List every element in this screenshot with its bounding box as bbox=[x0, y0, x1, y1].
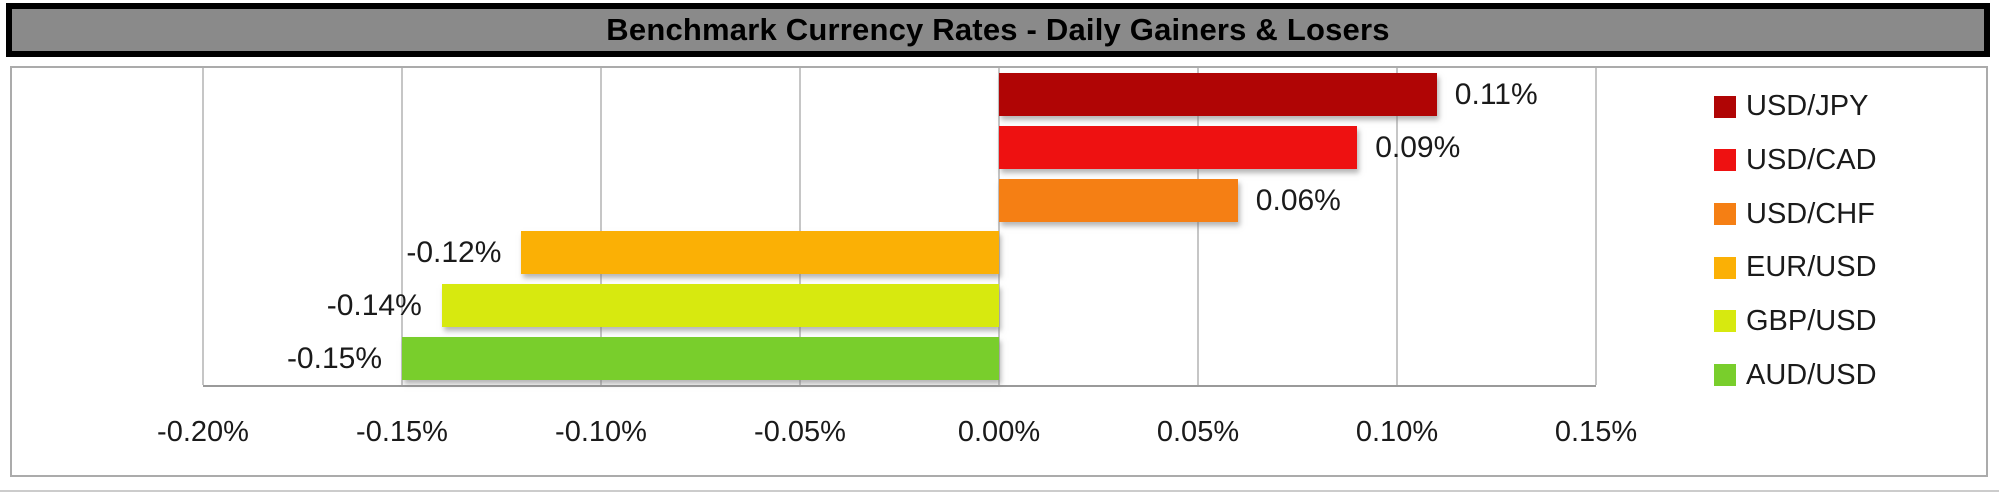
legend-label: USD/CAD bbox=[1746, 143, 1877, 176]
gridline bbox=[799, 68, 801, 385]
legend-item-usd-jpy: USD/JPY bbox=[1714, 90, 1978, 123]
x-axis-tick-label: -0.15% bbox=[356, 416, 448, 448]
plot-area: 0.11% 0.09% 0.06% -0.12% -0.14% -0.15% bbox=[202, 68, 1597, 387]
legend-item-aud-usd: AUD/USD bbox=[1714, 359, 1978, 392]
bar-value-label: 0.06% bbox=[1255, 183, 1341, 217]
x-axis-tick-label: 0.05% bbox=[1156, 416, 1240, 448]
bar-value-label: -0.15% bbox=[286, 342, 382, 376]
legend-swatch-icon bbox=[1714, 310, 1736, 333]
gridline bbox=[401, 68, 403, 385]
bar-usd-cad bbox=[999, 125, 1358, 169]
gridline bbox=[998, 68, 1000, 385]
legend-item-eur-usd: EUR/USD bbox=[1714, 251, 1978, 284]
chart-frame: 0.11% 0.09% 0.06% -0.12% -0.14% -0.15% -0.20%… bbox=[10, 66, 1988, 477]
legend-swatch-icon bbox=[1714, 95, 1736, 118]
x-axis-tick-label: 0.10% bbox=[1355, 416, 1439, 448]
bar-aud-usd bbox=[402, 337, 999, 381]
bar-eur-usd bbox=[521, 231, 999, 275]
legend-label: USD/JPY bbox=[1746, 90, 1869, 123]
bar-value-label: 0.11% bbox=[1454, 77, 1538, 111]
bar-value-label: 0.09% bbox=[1375, 130, 1461, 164]
legend: USD/JPY USD/CAD USD/CHF EUR/USD GBP/USD AUD/U… bbox=[1714, 80, 1978, 402]
gridline bbox=[202, 68, 204, 385]
legend-swatch-icon bbox=[1714, 149, 1736, 172]
x-axis-tick-label: -0.10% bbox=[555, 416, 647, 448]
legend-swatch-icon bbox=[1714, 256, 1736, 279]
legend-swatch-icon bbox=[1714, 203, 1736, 226]
x-axis-tick-label: -0.05% bbox=[754, 416, 846, 448]
legend-item-usd-cad: USD/CAD bbox=[1714, 144, 1978, 177]
x-axis-tick-label: -0.20% bbox=[157, 416, 249, 448]
bar-usd-chf bbox=[999, 178, 1238, 222]
bar-value-label: -0.12% bbox=[406, 236, 502, 270]
legend-label: USD/CHF bbox=[1746, 197, 1875, 230]
x-axis-tick-label: 0.15% bbox=[1554, 416, 1638, 448]
bottom-divider bbox=[0, 490, 1999, 492]
legend-label: AUD/USD bbox=[1746, 358, 1877, 391]
gridline bbox=[600, 68, 602, 385]
gridline bbox=[1197, 68, 1199, 385]
chart-title: Benchmark Currency Rates - Daily Gainers… bbox=[6, 3, 1990, 57]
bar-usd-jpy bbox=[999, 72, 1437, 116]
bar-gbp-usd bbox=[441, 284, 999, 328]
legend-item-usd-chf: USD/CHF bbox=[1714, 198, 1978, 231]
gridline bbox=[1595, 68, 1597, 385]
legend-item-gbp-usd: GBP/USD bbox=[1714, 305, 1978, 338]
legend-label: GBP/USD bbox=[1746, 304, 1877, 337]
bar-value-label: -0.14% bbox=[326, 289, 422, 323]
x-axis-tick-label: 0.00% bbox=[957, 416, 1041, 448]
legend-swatch-icon bbox=[1714, 364, 1736, 387]
gridline bbox=[1396, 68, 1398, 385]
legend-label: EUR/USD bbox=[1746, 251, 1877, 284]
